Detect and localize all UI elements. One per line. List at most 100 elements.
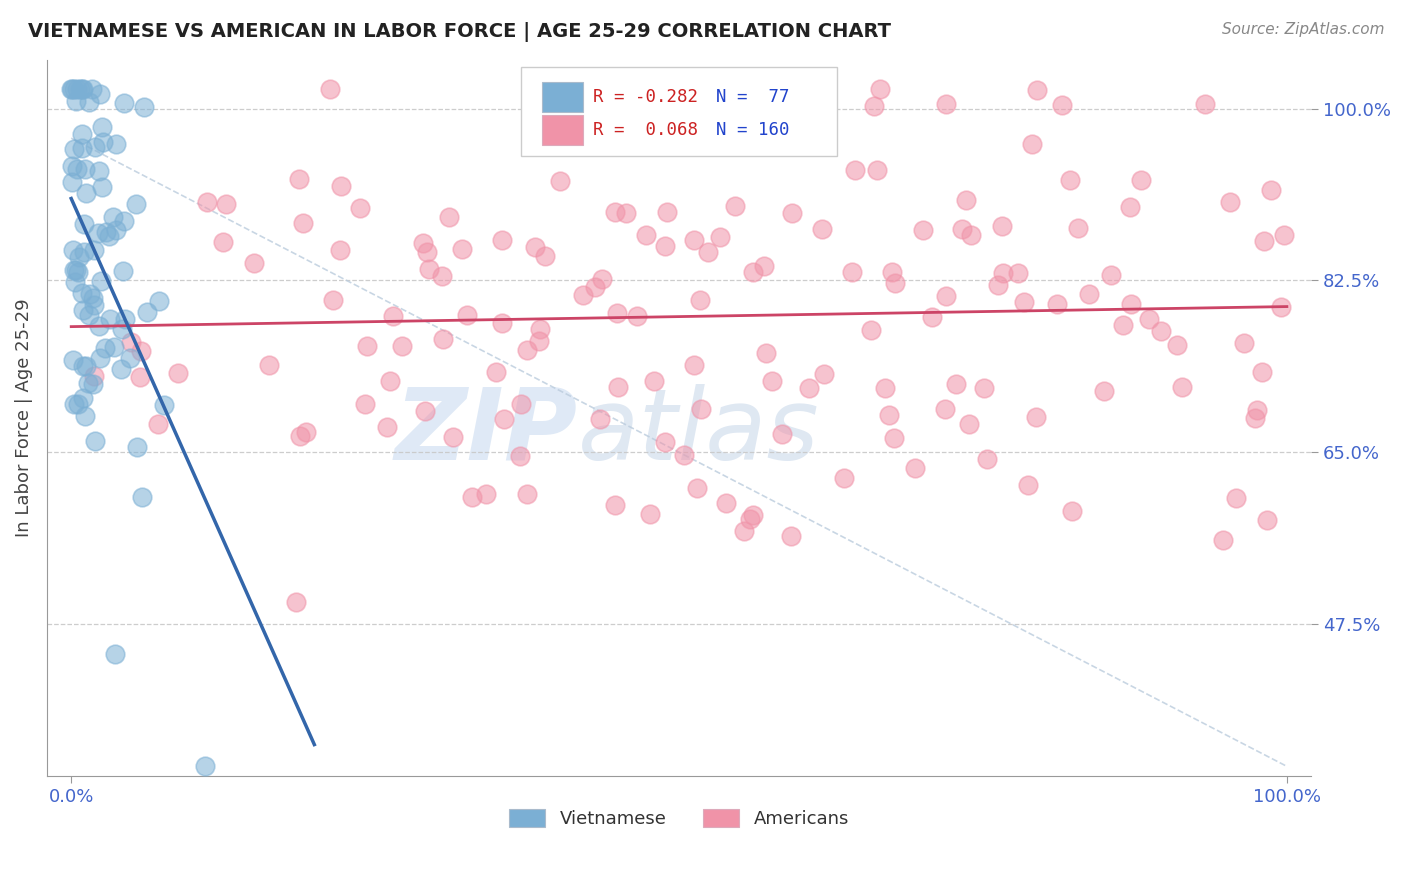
Vietnamese	[91, 180, 114, 194]
Americans	[638, 508, 661, 522]
Americans	[288, 172, 311, 186]
Americans	[689, 401, 711, 416]
Americans	[288, 429, 311, 443]
Americans	[945, 377, 967, 392]
Americans	[955, 193, 977, 207]
Vietnamese	[75, 359, 97, 374]
Vietnamese	[96, 226, 118, 240]
Americans	[1052, 98, 1074, 112]
Americans	[516, 343, 538, 357]
Americans	[1170, 379, 1192, 393]
Americans	[285, 595, 308, 609]
Vietnamese	[73, 245, 96, 260]
Vietnamese	[82, 376, 104, 391]
Americans	[991, 266, 1014, 280]
Vietnamese	[153, 398, 176, 412]
Americans	[911, 223, 934, 237]
Vietnamese	[73, 161, 96, 176]
Vietnamese	[83, 298, 105, 312]
Americans	[844, 162, 866, 177]
Americans	[866, 162, 889, 177]
Vietnamese	[83, 243, 105, 257]
Vietnamese	[77, 376, 100, 390]
Text: VIETNAMESE VS AMERICAN IN LABOR FORCE | AGE 25-29 CORRELATION CHART: VIETNAMESE VS AMERICAN IN LABOR FORCE | …	[28, 22, 891, 42]
Americans	[654, 239, 676, 253]
Americans	[83, 368, 105, 383]
Americans	[412, 235, 434, 250]
Text: Source: ZipAtlas.com: Source: ZipAtlas.com	[1222, 22, 1385, 37]
Americans	[682, 107, 704, 121]
Vietnamese	[60, 82, 83, 96]
Vietnamese	[82, 291, 104, 305]
Americans	[1270, 300, 1292, 314]
Americans	[860, 322, 883, 336]
Americans	[1166, 337, 1188, 351]
Vietnamese	[131, 491, 153, 505]
Vietnamese	[77, 95, 100, 110]
Vietnamese	[136, 305, 159, 319]
Vietnamese	[67, 250, 90, 264]
Americans	[322, 293, 344, 308]
Vietnamese	[63, 262, 86, 277]
Americans	[741, 265, 763, 279]
Americans	[1243, 410, 1265, 425]
Americans	[873, 381, 896, 395]
Vietnamese	[105, 136, 128, 151]
Americans	[416, 244, 439, 259]
Americans	[696, 244, 718, 259]
Americans	[1017, 477, 1039, 491]
Vietnamese	[60, 175, 83, 189]
Americans	[863, 98, 886, 112]
Americans	[1130, 173, 1153, 187]
Americans	[382, 310, 405, 324]
Americans	[1112, 318, 1135, 332]
Americans	[1067, 220, 1090, 235]
Americans	[474, 487, 496, 501]
Vietnamese	[90, 274, 112, 288]
Americans	[689, 293, 711, 307]
Americans	[1025, 409, 1047, 424]
Americans	[683, 359, 706, 373]
Americans	[167, 366, 190, 380]
Americans	[644, 82, 666, 96]
Americans	[242, 256, 264, 270]
Americans	[869, 82, 891, 96]
Americans	[1137, 312, 1160, 326]
Vietnamese	[89, 87, 111, 101]
Vietnamese	[89, 351, 111, 365]
Americans	[841, 265, 863, 279]
Vietnamese	[72, 82, 94, 96]
Americans	[1149, 325, 1171, 339]
Vietnamese	[72, 82, 94, 96]
Americans	[550, 174, 572, 188]
Americans	[432, 332, 454, 346]
Americans	[973, 381, 995, 395]
Americans	[1046, 297, 1069, 311]
Americans	[1099, 268, 1122, 283]
Americans	[606, 306, 628, 320]
Americans	[626, 309, 648, 323]
Americans	[686, 481, 709, 495]
Vietnamese	[87, 226, 110, 240]
Americans	[1092, 384, 1115, 398]
Americans	[146, 417, 169, 431]
Vietnamese	[72, 302, 94, 317]
Americans	[797, 381, 820, 395]
Americans	[589, 412, 612, 426]
FancyBboxPatch shape	[522, 67, 837, 156]
Americans	[780, 205, 803, 219]
FancyBboxPatch shape	[543, 115, 583, 145]
Americans	[770, 426, 793, 441]
Americans	[295, 425, 318, 439]
Americans	[957, 417, 980, 432]
Americans	[356, 339, 378, 353]
Americans	[1225, 491, 1247, 505]
Vietnamese	[98, 311, 121, 326]
Vietnamese	[73, 217, 96, 231]
Americans	[257, 358, 280, 372]
Americans	[683, 233, 706, 247]
Americans	[1212, 533, 1234, 548]
Americans	[987, 278, 1010, 293]
Americans	[330, 179, 353, 194]
Americans	[354, 397, 377, 411]
